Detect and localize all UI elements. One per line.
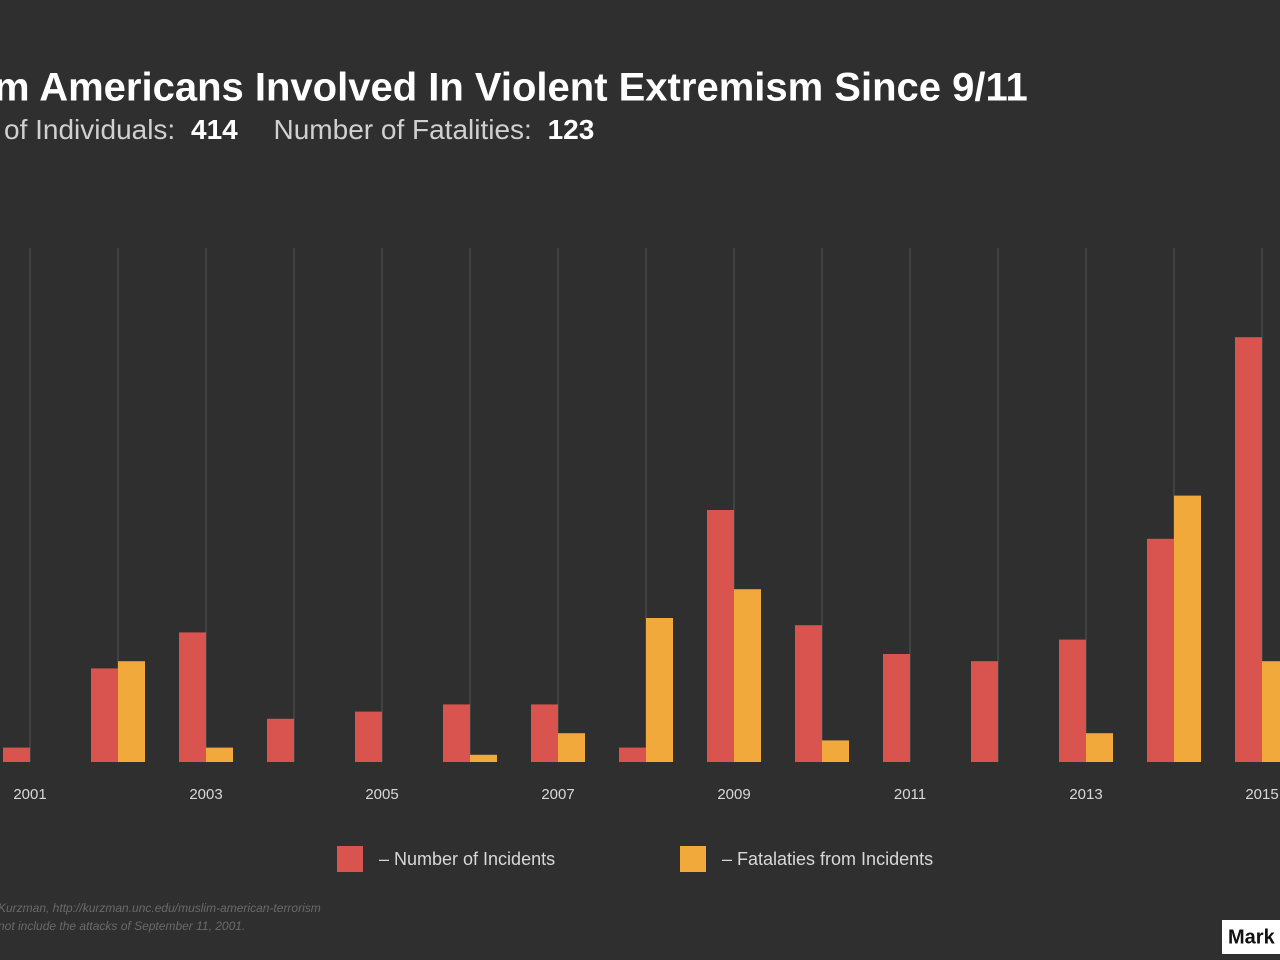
bar [443,704,470,762]
subtitle-label: Number of Fatalities: [274,114,532,145]
bar [118,661,145,762]
bar [531,704,558,762]
bar [822,740,849,762]
bar [707,510,734,762]
brand-box [1222,920,1280,954]
chart-title: m Americans Involved In Violent Extremis… [0,66,1028,110]
bar [3,747,30,762]
bar [1174,495,1201,762]
x-tick-label: 2001 [13,786,46,803]
bar [971,661,998,762]
bar [355,711,382,762]
bar [646,618,673,762]
bar [619,747,646,762]
x-tick-label: 2005 [365,786,398,803]
legend-label: – Number of Incidents [379,849,555,869]
bar [179,632,206,762]
brand: Mark [1228,926,1276,948]
x-tick-label: 2011 [894,786,926,803]
subtitle-value: 123 [548,114,595,145]
source-note: not include the attacks of September 11,… [0,919,245,933]
bar [558,733,585,762]
legend-swatch [337,846,363,872]
chart-subtitle: of Individuals: 414 Number of Fatalities… [4,114,594,145]
bar [470,754,497,762]
legend-swatch [680,846,706,872]
bar [883,654,910,762]
bar [734,589,761,762]
bar [1262,661,1280,762]
bar [91,668,118,762]
bar [795,625,822,762]
subtitle-label: of Individuals: [4,114,175,145]
x-tick-label: 2015 [1245,786,1278,803]
bar [1235,337,1262,762]
subtitle-value: 414 [191,114,238,145]
bar [206,747,233,762]
source-note: Kurzman, http://kurzman.unc.edu/muslim-a… [0,901,321,915]
bar [1059,639,1086,762]
bar [1086,733,1113,762]
x-tick-label: 2003 [189,786,222,803]
bar [267,718,294,762]
x-tick-label: 2007 [541,786,574,803]
x-tick-label: 2009 [717,786,750,803]
x-tick-label: 2013 [1069,786,1102,803]
bar [1147,538,1174,762]
legend-label: – Fatalaties from Incidents [722,849,933,869]
